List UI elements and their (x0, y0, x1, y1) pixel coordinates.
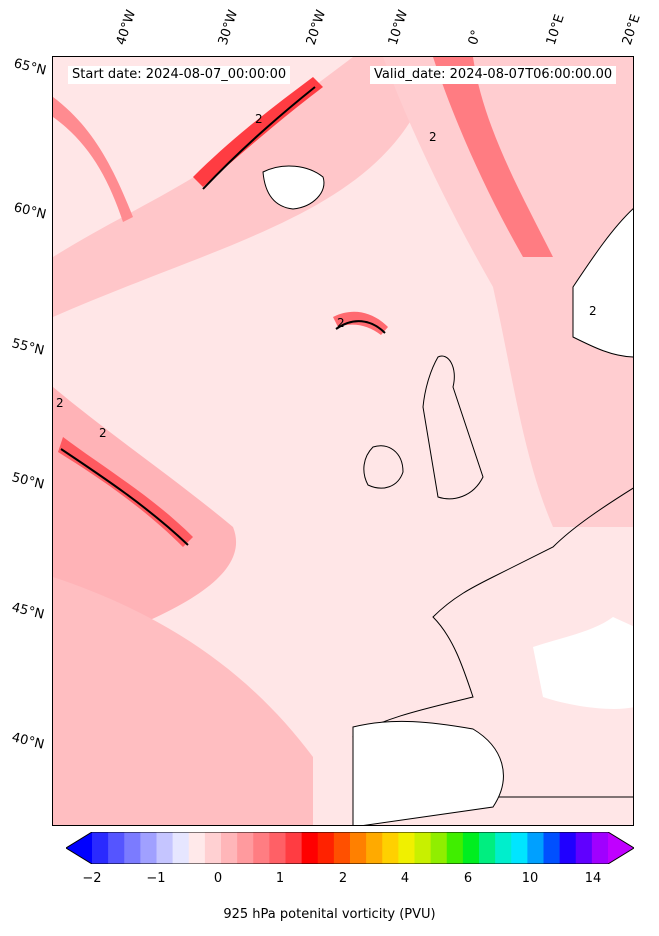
colorbar-segment (317, 832, 335, 864)
contour-label-6: 2 (589, 304, 597, 318)
iberia-mask (352, 720, 504, 825)
colorbar-segment (479, 832, 496, 864)
start-date-label: Start date: 2024-08-07_00:00:00 (68, 66, 291, 84)
colorbar-segment (382, 832, 399, 864)
lon-label-0: 0° (465, 28, 485, 47)
lon-label-40w: 40°W (113, 8, 140, 47)
lon-label-10e: 10°E (543, 12, 568, 48)
contour-label-3: 2 (429, 130, 437, 144)
field-band-northeast (383, 57, 633, 527)
colorbar-segment (591, 832, 609, 864)
colorbar-title: 925 hPa potenital vorticity (PVU) (223, 907, 436, 922)
contour-label-4: 2 (56, 396, 64, 410)
colorbar-tick-neg2: −2 (82, 871, 102, 886)
potential-vorticity-field: 2 2 2 2 2 2 (53, 57, 633, 825)
colorbar-tick-14: 14 (584, 871, 602, 886)
colorbar-segment (511, 832, 528, 864)
colorbar-segment (527, 832, 544, 864)
field-band-west (53, 387, 237, 657)
contour-label-5: 2 (99, 426, 107, 440)
field-streak-norway-sea (433, 57, 553, 257)
colorbar-segment (430, 832, 448, 864)
colorbar-segment (156, 832, 174, 864)
lat-label-65n: 65°N (12, 56, 48, 79)
contour-label-2: 2 (337, 316, 345, 330)
colorbar-tick-2: 2 (338, 871, 348, 886)
colorbar-extend-max (608, 832, 634, 864)
colorbar-segment (559, 832, 577, 864)
colorbar-tick-0: 0 (213, 871, 223, 886)
lon-label-10w: 10°W (385, 8, 412, 47)
colorbar-segment (462, 832, 480, 864)
colorbar-tick-1: 1 (275, 871, 285, 886)
ireland-coast (363, 445, 404, 489)
colorbar-tick-neg1: −1 (146, 871, 166, 886)
lon-label-20e: 20°E (619, 12, 644, 48)
lat-label-55n: 55°N (10, 336, 46, 359)
colorbar-segment (204, 832, 222, 864)
colorbar-segment (108, 832, 125, 864)
colorbar-segment (188, 832, 206, 864)
map-panel[interactable]: 2 2 2 2 2 2 (52, 56, 634, 826)
colorbar-segment (285, 832, 303, 864)
colorbar-segment (124, 832, 141, 864)
field-band-southwest (53, 577, 313, 825)
colorbar-segment (333, 832, 351, 864)
great-britain-coast (422, 355, 484, 500)
colorbar-segment (495, 832, 512, 864)
colorbar-extend-min (66, 832, 92, 864)
lat-label-60n: 60°N (12, 200, 48, 223)
colorbar-segment (221, 832, 238, 864)
pv-ridge-greenland (53, 97, 133, 222)
colorbar-segment (301, 832, 319, 864)
pv-ridge-iceland (193, 77, 323, 187)
colorbar-segment (269, 832, 286, 864)
colorbar-segment (446, 832, 464, 864)
lon-label-30w: 30°W (215, 8, 242, 47)
contour-2pvu-atlantic (60, 448, 189, 546)
colorbar-segment (237, 832, 254, 864)
colorbar (66, 832, 634, 864)
colorbar-segment (92, 832, 109, 864)
colorbar-segment (398, 832, 415, 864)
contour-2pvu-iceland (202, 86, 316, 190)
pv-cyclone-core (333, 311, 388, 335)
contour-2pvu-cyclone (335, 320, 386, 334)
scandinavia-coast (572, 208, 633, 358)
lat-label-50n: 50°N (10, 470, 46, 493)
colorbar-segment (543, 832, 561, 864)
colorbar-segment (575, 832, 593, 864)
colorbar-tick-4: 4 (400, 871, 410, 886)
contour-label-1: 2 (255, 112, 263, 126)
colorbar-segment (253, 832, 270, 864)
alps-mask (533, 617, 633, 709)
valid-date-label: Valid_date: 2024-08-07T06:00:00.00 (370, 66, 617, 84)
lat-label-40n: 40°N (10, 730, 46, 753)
colorbar-segment (140, 832, 157, 864)
colorbar-segment (172, 832, 190, 864)
colorbar-segment (414, 832, 432, 864)
colorbar-segment (350, 832, 367, 864)
lat-label-45n: 45°N (10, 600, 46, 623)
colorbar-tick-6: 6 (463, 871, 473, 886)
colorbar-segment (366, 832, 383, 864)
lon-label-20w: 20°W (303, 8, 330, 47)
colorbar-tick-10: 10 (521, 871, 539, 886)
iceland-coast (262, 165, 325, 210)
